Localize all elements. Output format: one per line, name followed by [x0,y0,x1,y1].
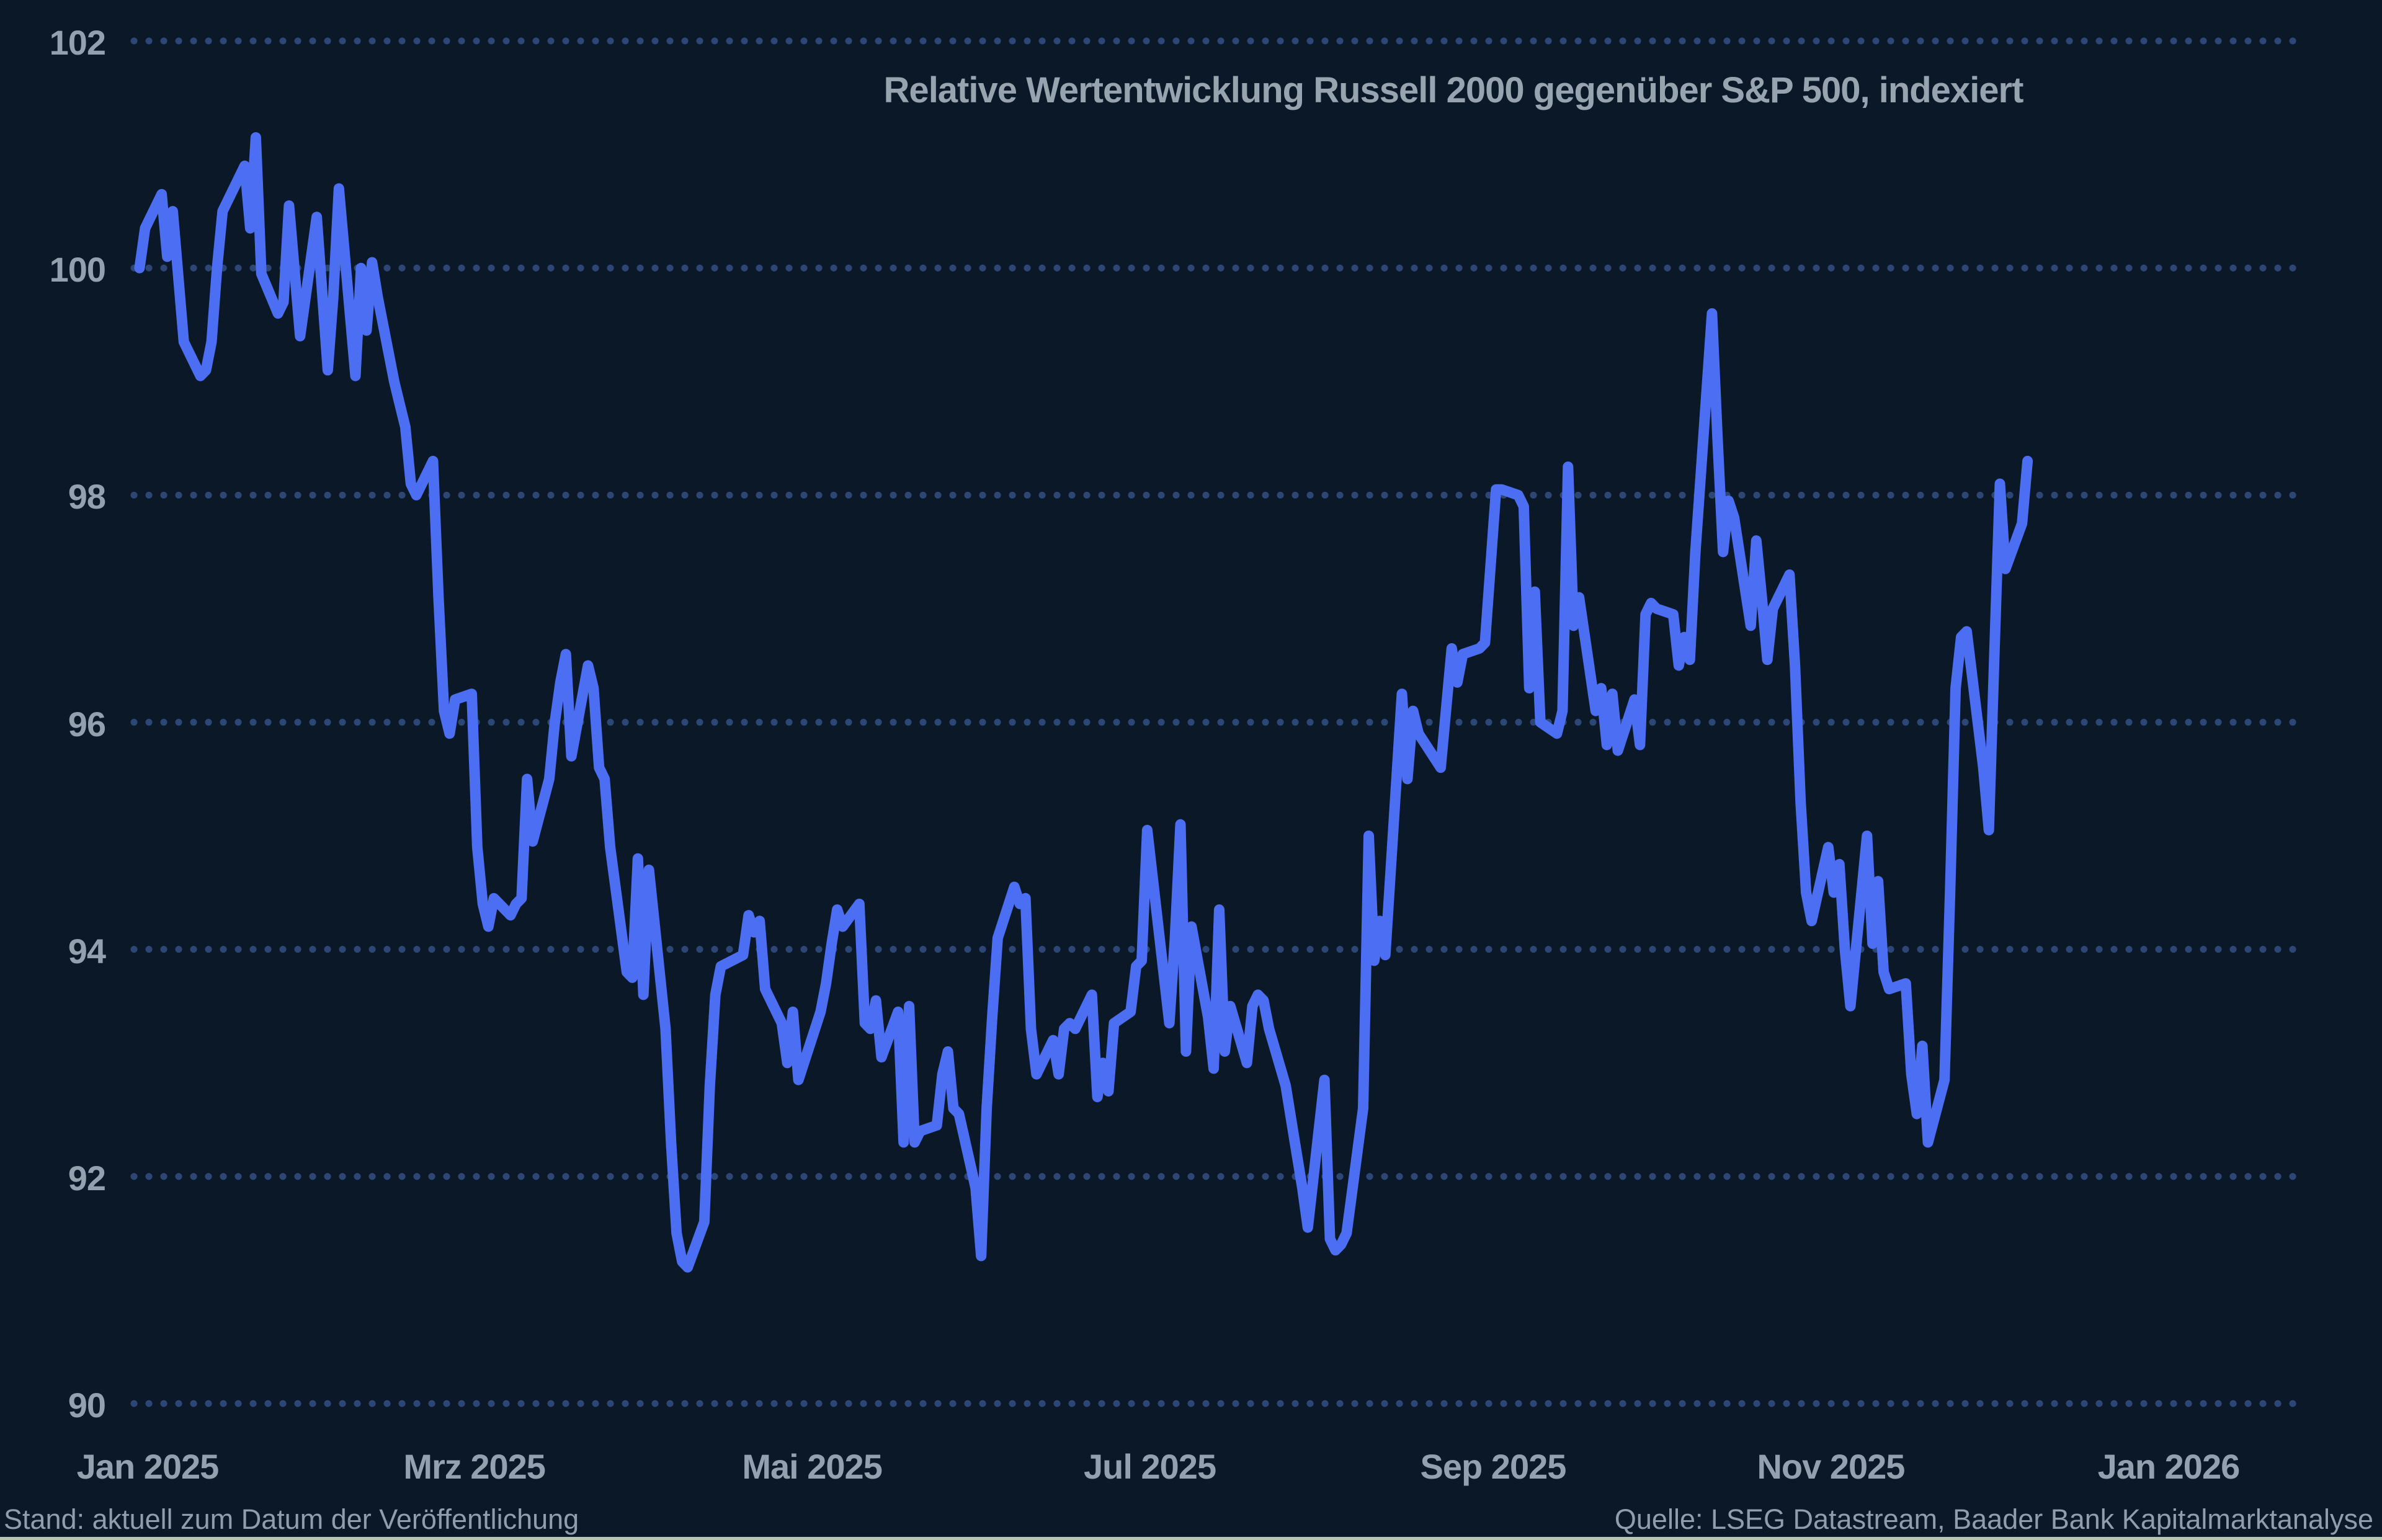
x-tick-label-sep-2025: Sep 2025 [1420,1447,1567,1486]
x-tick-label-nov-2025: Nov 2025 [1757,1447,1905,1486]
y-tick-label-98: 98 [68,477,106,517]
y-tick-label-94: 94 [68,931,106,971]
x-tick-label-jul-2025: Jul 2025 [1084,1447,1216,1486]
y-tick-label-90: 90 [68,1386,106,1425]
x-tick-label-jan-2026: Jan 2026 [2097,1447,2241,1486]
russell2000-vs-sp500-line [134,132,2033,1273]
y-tick-label-102: 102 [49,23,106,62]
chart-title: Relative Wertentwicklung Russell 2000 ge… [883,70,2024,110]
footer-source-note: Quelle: LSEG Datastream, Baader Bank Kap… [1614,1503,2373,1535]
x-tick-label-mrz-2025: Mrz 2025 [403,1447,546,1486]
y-tick-label-96: 96 [68,704,106,744]
footer-status-note: Stand: aktuell zum Datum der Veröffentli… [4,1503,579,1535]
y-tick-label-100: 100 [49,250,106,290]
x-tick-label-jan-2025: Jan 2025 [76,1447,220,1486]
y-tick-label-92: 92 [68,1158,106,1198]
x-tick-label-mai-2025: Mai 2025 [742,1447,882,1486]
bottom-accent-rule [0,1537,2382,1540]
